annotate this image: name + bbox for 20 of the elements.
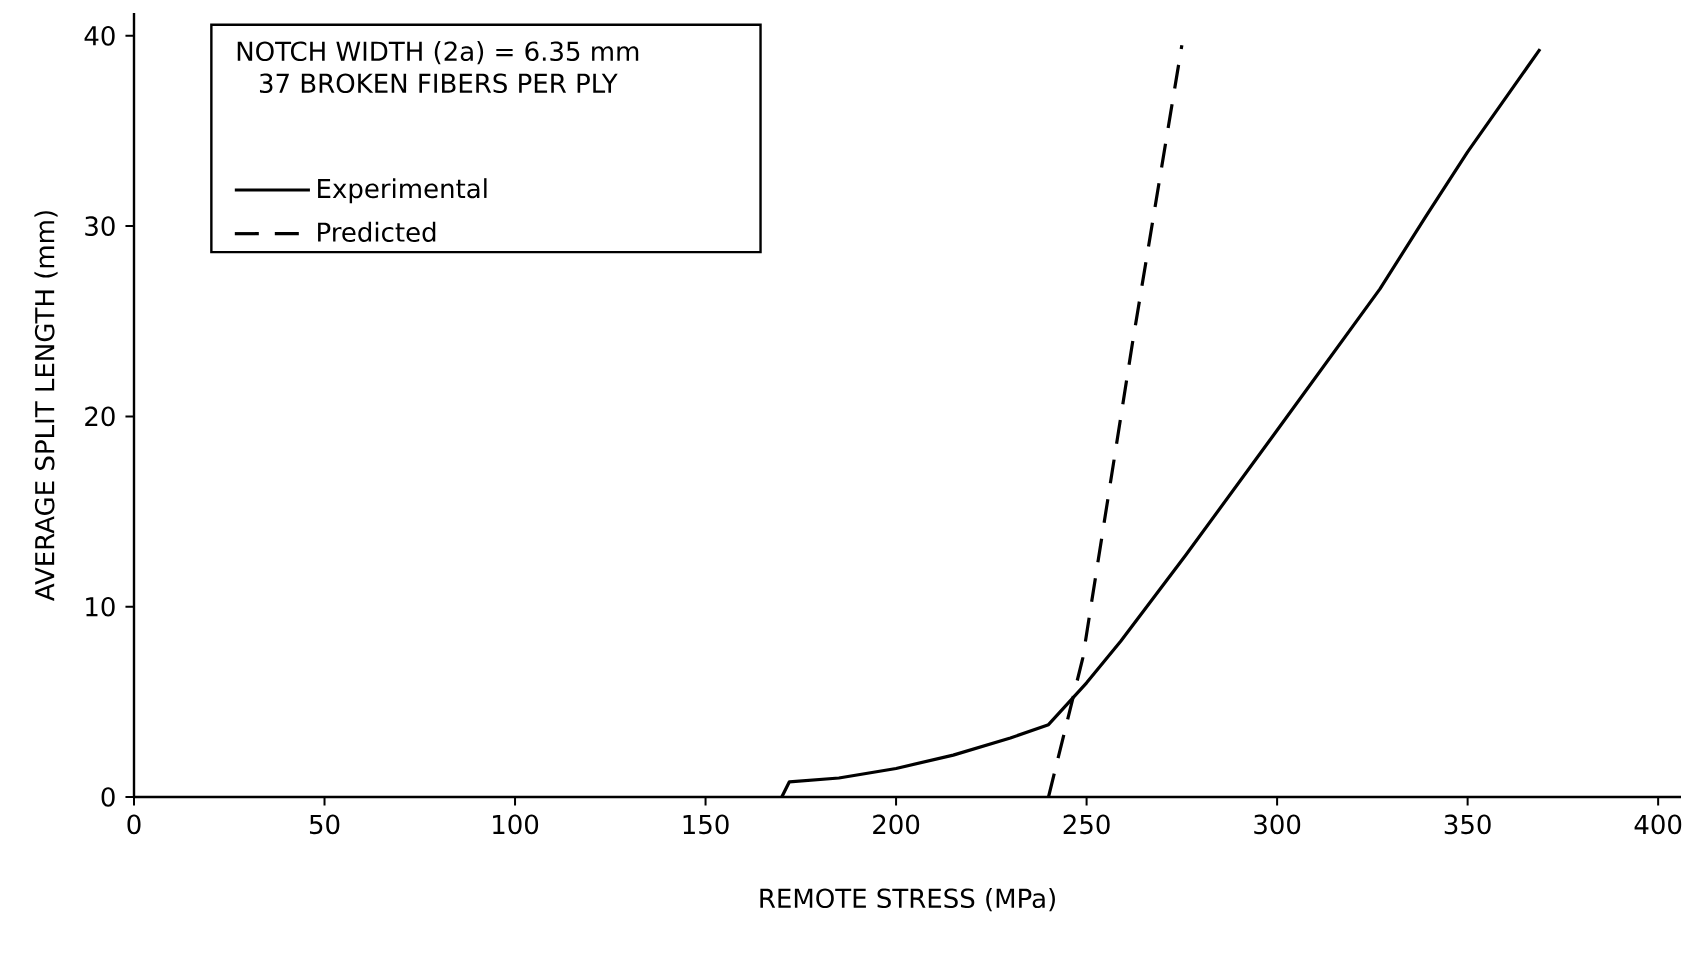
y-tick-label: 30 xyxy=(85,216,115,236)
y-tick-label: 20 xyxy=(85,406,115,427)
legend-label: Predicted xyxy=(318,221,436,242)
x-tick-label: 150 xyxy=(683,814,729,835)
legend-label: Experimental xyxy=(318,178,487,204)
y-tick-label: 40 xyxy=(84,26,115,46)
y-tick-label: 0 xyxy=(101,787,115,807)
x-tick-label: 100 xyxy=(493,814,539,835)
x-tick-label: 300 xyxy=(1254,814,1301,835)
y-tick-label: 10 xyxy=(86,596,115,617)
annotation: NOTCH WIDTH (2a) = 6.35 mm xyxy=(237,40,639,65)
x-tick-label: 250 xyxy=(1063,814,1110,835)
x-axis-title: REMOTE STRESS (MPa) xyxy=(760,888,1055,912)
x-tick-label: 350 xyxy=(1444,814,1491,835)
x-tick-label: 0 xyxy=(127,814,141,835)
y-axis-title: AVERAGE SPLIT LENGTH (mm) xyxy=(34,211,58,601)
x-tick-label: 400 xyxy=(1634,814,1682,835)
annotation: 37 BROKEN FIBERS PER PLY xyxy=(259,73,618,94)
x-tick-label: 200 xyxy=(873,814,920,835)
x-tick-label: 50 xyxy=(309,814,340,835)
